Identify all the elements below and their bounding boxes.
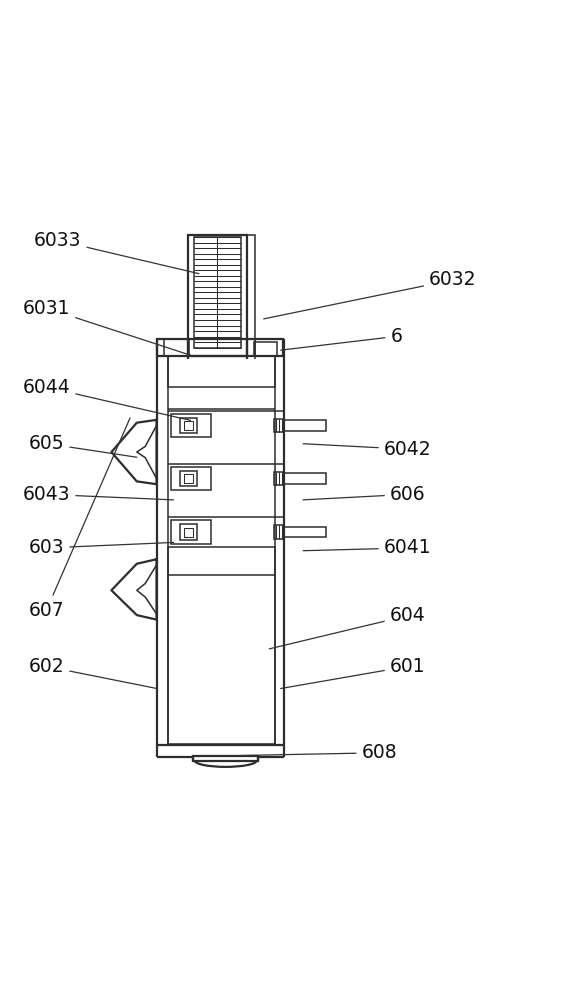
Text: 6033: 6033 xyxy=(34,231,199,274)
Bar xyxy=(184,528,193,537)
Bar xyxy=(284,527,327,537)
Bar xyxy=(180,524,197,540)
Text: 606: 606 xyxy=(303,485,425,504)
Bar xyxy=(171,414,211,437)
Bar xyxy=(171,520,211,544)
Bar xyxy=(284,473,327,484)
Bar xyxy=(168,547,275,744)
Text: 607: 607 xyxy=(29,418,130,620)
Bar xyxy=(184,474,193,483)
Text: 608: 608 xyxy=(238,743,397,762)
Bar xyxy=(168,356,275,387)
Text: 6043: 6043 xyxy=(23,485,174,504)
Bar xyxy=(164,339,189,356)
Bar xyxy=(247,235,255,356)
Text: 603: 603 xyxy=(29,538,174,557)
Bar xyxy=(284,420,327,431)
Text: 601: 601 xyxy=(281,657,425,689)
Bar xyxy=(274,525,284,539)
Text: 6042: 6042 xyxy=(303,440,431,459)
Text: 602: 602 xyxy=(29,657,156,688)
Bar xyxy=(184,421,193,430)
Bar xyxy=(156,339,284,356)
Bar xyxy=(274,419,284,432)
Text: 6041: 6041 xyxy=(303,538,431,557)
Bar xyxy=(180,471,197,486)
Text: 604: 604 xyxy=(269,606,425,649)
Text: 6031: 6031 xyxy=(23,299,191,355)
Bar xyxy=(188,235,247,356)
Bar xyxy=(254,342,277,356)
Text: 6044: 6044 xyxy=(23,378,191,420)
Text: 6032: 6032 xyxy=(264,270,476,319)
Text: 6: 6 xyxy=(281,327,402,350)
Bar xyxy=(193,756,258,761)
Bar xyxy=(180,418,197,433)
Bar xyxy=(274,472,284,485)
Text: 605: 605 xyxy=(29,434,137,457)
Bar xyxy=(194,237,240,348)
Bar xyxy=(171,467,211,490)
